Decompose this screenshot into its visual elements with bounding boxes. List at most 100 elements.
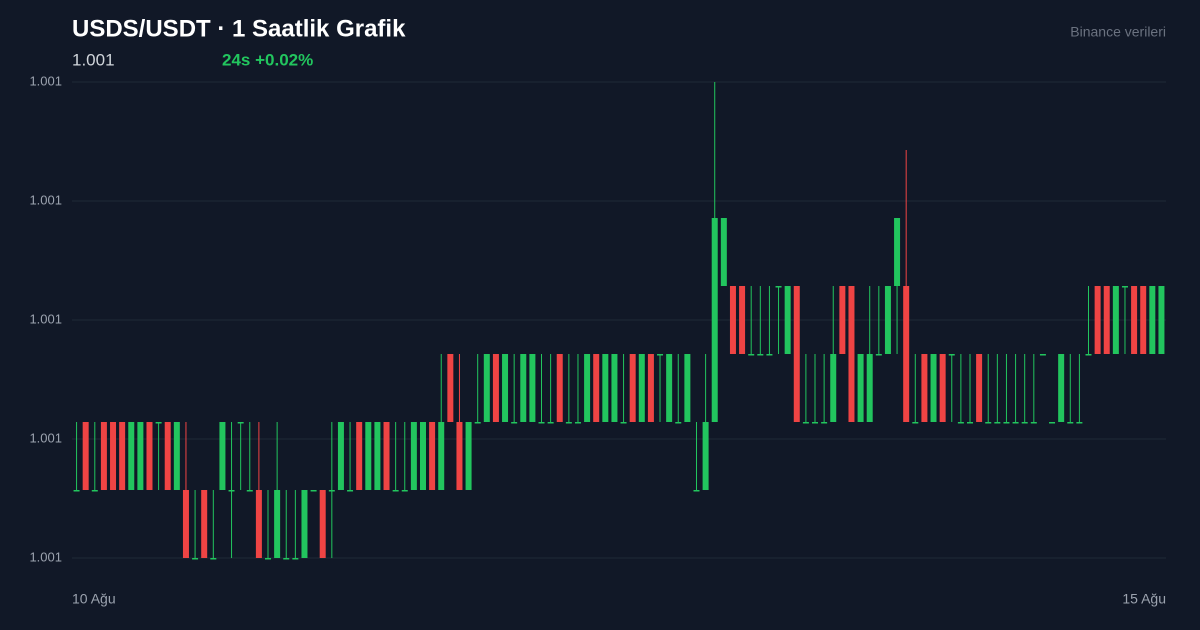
candle-body bbox=[410, 422, 417, 490]
candle-body bbox=[164, 422, 171, 490]
candle-body bbox=[565, 422, 572, 424]
candle-body bbox=[155, 422, 162, 424]
candle-body bbox=[766, 354, 773, 356]
candle-body bbox=[839, 286, 846, 354]
candle-body bbox=[1039, 354, 1046, 356]
candle-body bbox=[584, 354, 591, 422]
candle-body bbox=[1058, 354, 1065, 422]
candle-body bbox=[602, 354, 609, 422]
candle-body bbox=[948, 354, 955, 356]
candle-body bbox=[319, 490, 326, 558]
candle-body bbox=[255, 490, 262, 558]
candle-body bbox=[1112, 286, 1119, 354]
candle-body bbox=[629, 354, 636, 422]
candle-body bbox=[611, 354, 618, 422]
candle-body bbox=[310, 490, 317, 492]
candle-body bbox=[666, 354, 673, 422]
candle-body bbox=[465, 422, 472, 490]
y-tick-label: 1.001 bbox=[29, 192, 62, 207]
candle-body bbox=[729, 286, 736, 354]
x-tick-label: 10 Ağu bbox=[72, 591, 116, 607]
candle-body bbox=[1076, 422, 1083, 424]
candle-body bbox=[802, 422, 809, 424]
candle-body bbox=[511, 422, 518, 424]
candle-body bbox=[520, 354, 527, 422]
candle-body bbox=[1140, 286, 1147, 354]
candle-body bbox=[812, 422, 819, 424]
candle-body bbox=[556, 354, 563, 422]
candle-body bbox=[1158, 286, 1165, 354]
candle-body bbox=[821, 422, 828, 424]
candle-body bbox=[1121, 286, 1128, 288]
candle-body bbox=[748, 354, 755, 356]
candle-body bbox=[292, 558, 299, 560]
candle-body bbox=[447, 354, 454, 422]
candle-body bbox=[1003, 422, 1010, 424]
candle-body bbox=[884, 286, 891, 354]
y-tick-label: 1.001 bbox=[29, 549, 62, 564]
candle-body bbox=[237, 422, 244, 424]
candle-body bbox=[866, 354, 873, 422]
candle-body bbox=[647, 354, 654, 422]
candle-body bbox=[720, 218, 727, 286]
candle-body bbox=[100, 422, 107, 490]
candle-body bbox=[894, 218, 901, 286]
candle-body bbox=[146, 422, 153, 490]
candle-body bbox=[739, 286, 746, 354]
candle-body bbox=[502, 354, 509, 422]
candle-body bbox=[210, 558, 217, 560]
candle-body bbox=[201, 490, 208, 558]
candle-body bbox=[574, 422, 581, 424]
candle-body bbox=[529, 354, 536, 422]
candle-body bbox=[1085, 354, 1092, 356]
candle-body bbox=[419, 422, 426, 490]
candle-body bbox=[657, 354, 664, 356]
candle-body bbox=[110, 422, 117, 490]
candle-body bbox=[921, 354, 928, 422]
y-tick-label: 1.001 bbox=[29, 430, 62, 445]
candle-body bbox=[356, 422, 363, 490]
candle-body bbox=[1030, 422, 1037, 424]
candle-body bbox=[711, 218, 718, 422]
candle-body bbox=[219, 422, 226, 490]
candle-body bbox=[483, 354, 490, 422]
candle-body bbox=[857, 354, 864, 422]
candle-body bbox=[684, 354, 691, 422]
candle-body bbox=[1149, 286, 1156, 354]
candle-body bbox=[374, 422, 381, 490]
candle-body bbox=[957, 422, 964, 424]
price-change: 24s +0.02% bbox=[222, 50, 313, 69]
candle-body bbox=[830, 354, 837, 422]
candle-body bbox=[966, 422, 973, 424]
candle-body bbox=[976, 354, 983, 422]
candle-body bbox=[775, 286, 782, 288]
candle-body bbox=[173, 422, 180, 490]
candle-body bbox=[547, 422, 554, 424]
candle-body bbox=[620, 422, 627, 424]
candle-body bbox=[675, 422, 682, 424]
candle-body bbox=[392, 490, 399, 492]
candle-body bbox=[538, 422, 545, 424]
candle-body bbox=[337, 422, 344, 490]
candle-body bbox=[91, 490, 98, 492]
candle-body bbox=[994, 422, 1001, 424]
candle-body bbox=[82, 422, 89, 490]
candle-body bbox=[474, 422, 481, 424]
candle-body bbox=[283, 558, 290, 560]
candle-body bbox=[228, 490, 235, 492]
candle-body bbox=[638, 354, 645, 422]
candle-body bbox=[939, 354, 946, 422]
candle-body bbox=[429, 422, 436, 490]
current-price: 1.001 bbox=[72, 50, 115, 69]
candle-body bbox=[274, 490, 281, 558]
candle-body bbox=[793, 286, 800, 422]
candle-body bbox=[137, 422, 144, 490]
candle-body bbox=[1094, 286, 1101, 354]
candle-body bbox=[593, 354, 600, 422]
candle-body bbox=[347, 490, 354, 492]
candle-body bbox=[1021, 422, 1028, 424]
candle-body bbox=[757, 354, 764, 356]
candle-body bbox=[182, 490, 189, 558]
